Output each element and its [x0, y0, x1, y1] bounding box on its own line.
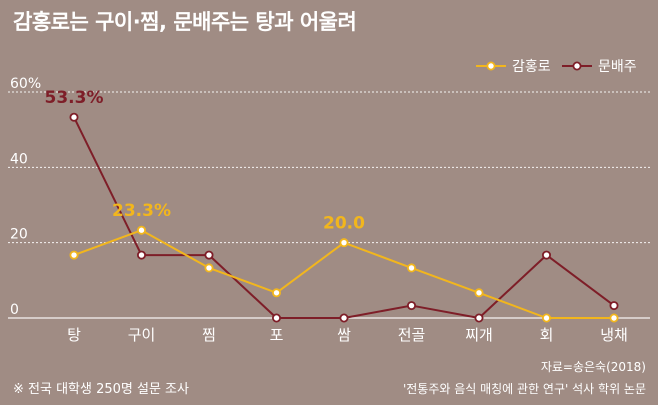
x-tick-label: 찌개 — [465, 326, 493, 344]
data-labels: 53.3% 23.3% 20.0 — [45, 88, 366, 233]
legend-label: 문배주 — [598, 59, 637, 75]
x-axis-ticks: 탕 구이 찜 포 쌈 전골 찌개 회 냉채 — [67, 326, 628, 344]
legend-marker — [572, 61, 582, 71]
x-tick-label: 구이 — [128, 326, 156, 344]
data-point — [609, 313, 619, 323]
data-point — [542, 313, 552, 323]
data-point — [339, 313, 349, 323]
x-tick-label: 쌈 — [337, 326, 351, 344]
data-point — [406, 301, 416, 311]
data-point — [609, 301, 619, 311]
data-point — [474, 288, 484, 298]
source-text: 자료=송은숙(2018) — [540, 360, 646, 374]
data-point — [204, 263, 214, 273]
y-tick-label: 40 — [10, 151, 28, 167]
reference-text: '전통주와 음식 매칭에 관한 연구' 석사 학위 논문 — [402, 382, 646, 396]
data-label: 53.3% — [45, 88, 104, 108]
x-tick-label: 포 — [270, 326, 284, 344]
x-tick-label: 탕 — [67, 326, 81, 344]
x-tick-label: 전골 — [398, 326, 426, 344]
survey-note: ※ 전국 대학생 250명 설문 조사 — [13, 382, 189, 397]
y-tick-label: 0 — [10, 302, 19, 318]
chart-title: 감홍로는 구이·찜, 문배주는 탕과 어울려 — [13, 10, 357, 34]
series-group — [69, 112, 619, 323]
legend: 감홍로 문배주 — [476, 59, 637, 75]
data-point — [542, 250, 552, 260]
y-axis-ticks: 60% 40 20 0 — [10, 76, 41, 318]
data-point — [136, 225, 146, 235]
data-point — [69, 250, 79, 260]
data-point — [271, 288, 281, 298]
data-label: 20.0 — [323, 214, 365, 234]
x-tick-label: 냉채 — [600, 326, 628, 344]
y-tick-label: 20 — [10, 227, 28, 243]
data-label: 23.3% — [112, 201, 171, 221]
grid-lines — [8, 91, 650, 319]
data-point — [406, 263, 416, 273]
data-point — [474, 313, 484, 323]
data-point — [69, 112, 79, 122]
data-point — [271, 313, 281, 323]
legend-marker — [486, 61, 496, 71]
y-tick-label: 60% — [10, 76, 41, 92]
data-point — [204, 250, 214, 260]
x-tick-label: 찜 — [202, 326, 216, 344]
x-tick-label: 회 — [540, 326, 554, 344]
data-point — [339, 238, 349, 248]
data-point — [136, 250, 146, 260]
legend-label: 감홍로 — [512, 59, 551, 75]
